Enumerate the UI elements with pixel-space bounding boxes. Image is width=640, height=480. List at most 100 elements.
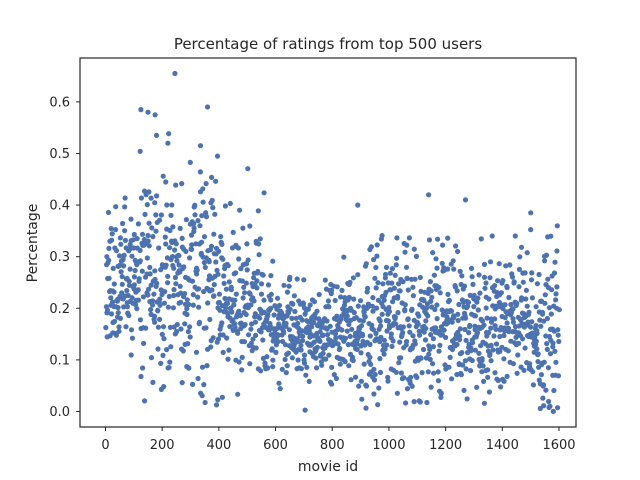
data-point (550, 340, 556, 346)
data-point (498, 290, 504, 296)
data-point (461, 283, 468, 289)
data-point (195, 375, 201, 382)
data-point (481, 400, 487, 406)
data-point (283, 320, 289, 327)
data-point (482, 285, 488, 291)
data-point (197, 169, 203, 175)
data-point (389, 266, 395, 272)
data-point (461, 387, 467, 393)
data-point (550, 408, 556, 414)
data-point (350, 357, 356, 364)
data-point (306, 378, 312, 384)
data-point (402, 308, 408, 314)
data-point (286, 327, 292, 333)
data-point (529, 330, 536, 336)
data-point (412, 341, 418, 347)
data-point (148, 307, 154, 313)
data-point (255, 208, 261, 214)
data-point (185, 329, 191, 335)
data-point (429, 294, 435, 300)
data-point (245, 166, 251, 172)
data-point (189, 278, 196, 284)
data-point (164, 202, 170, 208)
data-point (122, 237, 128, 243)
data-point (457, 326, 463, 332)
data-point (409, 306, 415, 312)
data-point (474, 384, 480, 390)
data-point (549, 287, 555, 293)
y-tick-label: 0.2 (49, 302, 70, 317)
data-point (530, 369, 536, 375)
data-point (119, 290, 125, 296)
data-point (474, 299, 480, 305)
data-point (226, 279, 232, 285)
data-point (201, 234, 208, 240)
data-point (196, 286, 202, 292)
data-point (376, 385, 382, 391)
data-point (493, 341, 500, 347)
data-point (236, 308, 242, 314)
data-point (227, 200, 233, 207)
data-point (151, 313, 158, 319)
data-point (453, 243, 459, 249)
data-point (490, 347, 496, 353)
data-point (281, 282, 287, 288)
data-point (257, 236, 263, 242)
data-point (179, 181, 185, 187)
data-point (182, 291, 188, 297)
data-point (248, 302, 254, 308)
data-point (184, 306, 190, 312)
data-point (305, 306, 311, 312)
data-point (476, 272, 482, 278)
data-point (139, 268, 145, 274)
data-point (152, 319, 158, 325)
data-point (334, 313, 340, 319)
data-point (492, 370, 498, 376)
data-point (176, 253, 182, 259)
data-point (425, 369, 431, 375)
data-point (260, 337, 266, 343)
data-point (509, 274, 516, 280)
data-point (554, 223, 560, 229)
data-point (369, 303, 375, 309)
data-point (483, 280, 489, 286)
data-point (442, 362, 448, 368)
data-point (150, 234, 156, 240)
data-point (510, 319, 517, 325)
data-point (358, 378, 364, 384)
data-point (206, 259, 212, 265)
data-point (261, 190, 267, 196)
data-point (268, 297, 274, 303)
data-point (154, 280, 160, 286)
data-point (548, 311, 554, 317)
data-point (543, 387, 549, 393)
data-point (129, 253, 135, 259)
data-point (232, 324, 238, 331)
data-point (541, 382, 547, 388)
data-point (224, 300, 230, 306)
data-point (402, 302, 408, 308)
data-point (481, 261, 488, 267)
data-point (347, 333, 353, 339)
data-point (355, 272, 361, 278)
data-point (207, 316, 213, 323)
data-point (221, 280, 227, 286)
data-point (434, 265, 440, 271)
data-point (282, 356, 288, 363)
data-point (385, 378, 391, 384)
data-point (478, 236, 484, 242)
data-point (214, 153, 221, 159)
data-point (363, 261, 369, 267)
data-point (555, 332, 561, 338)
data-point (243, 311, 249, 318)
data-point (520, 279, 526, 285)
data-point (492, 283, 498, 289)
data-point (109, 237, 115, 243)
data-point (434, 302, 440, 308)
data-point (436, 348, 442, 354)
data-point (394, 390, 400, 396)
data-point (552, 259, 558, 265)
data-point (481, 322, 487, 328)
data-point (465, 299, 472, 305)
data-point (221, 273, 227, 279)
